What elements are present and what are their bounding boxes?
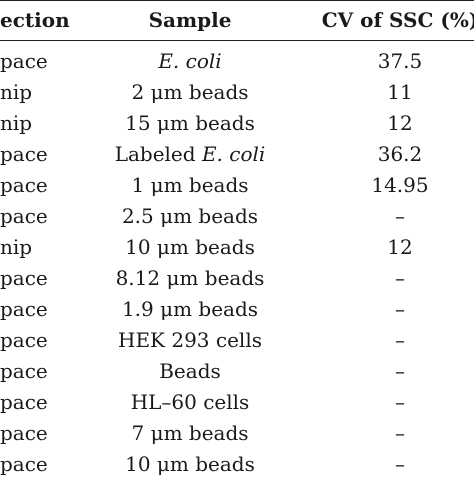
table-row: pace Beads – [0,356,474,387]
cell-detection: pace [0,142,48,166]
sample-text: 2.5 μm beads [121,204,259,228]
table-row: pace 10 μm beads – [0,449,474,480]
header-rule [0,40,474,41]
cell-cv-of-ssc: – [395,452,405,476]
cell-cv-of-ssc: – [395,359,405,383]
cell-sample: E. coli [95,46,285,77]
table-row: pace 1 μm beads 14.95 [0,170,474,201]
sample-text: 1.9 μm beads [121,297,259,321]
cell-cv-of-ssc: – [395,204,405,228]
table-row: nip 2 μm beads 11 [0,77,474,108]
cell-cv-of-ssc: – [395,390,405,414]
sample-species-italic: E. coli [158,49,222,73]
cell-detection: pace [0,452,48,476]
cell-sample: 15 μm beads [95,108,285,139]
cell-cv-of-ssc: 37.5 [377,49,423,73]
cell-sample: 10 μm beads [95,232,285,263]
cell-cv-of-ssc: 12 [387,111,413,135]
cell-sample: 10 μm beads [95,449,285,480]
cell-cv-of-ssc: 14.95 [371,173,429,197]
table-top-rule [0,0,474,1]
table-row: nip 10 μm beads 12 [0,232,474,263]
cell-detection: pace [0,390,48,414]
sample-text: 2 μm beads [131,80,249,104]
table-row: pace Labeled E. coli 36.2 [0,139,474,170]
cell-detection: pace [0,421,48,445]
cell-detection: nip [0,235,33,259]
cell-sample: HEK 293 cells [95,325,285,356]
cell-sample: 2.5 μm beads [95,201,285,232]
cell-detection: pace [0,266,48,290]
sample-text: HL–60 cells [130,390,250,414]
sample-text: 7 μm beads [131,421,249,445]
sample-text: 1 μm beads [131,173,249,197]
sample-text: 15 μm beads [125,111,255,135]
cell-detection: pace [0,204,48,228]
cell-sample: 1.9 μm beads [95,294,285,325]
cell-cv-of-ssc: – [395,421,405,445]
table-row: pace HL–60 cells – [0,387,474,418]
cell-detection: pace [0,173,48,197]
cell-detection: nip [0,111,33,135]
cell-cv-of-ssc: – [395,328,405,352]
cell-cv-of-ssc: 12 [387,235,413,259]
table-row: pace E. coli 37.5 [0,46,474,77]
cell-cv-of-ssc: 11 [387,80,413,104]
header-sample: Sample [148,8,232,32]
table-row: pace 1.9 μm beads – [0,294,474,325]
cell-detection: pace [0,359,48,383]
table-row: pace HEK 293 cells – [0,325,474,356]
cell-sample: 2 μm beads [95,77,285,108]
table-row: pace 2.5 μm beads – [0,201,474,232]
sample-text: HEK 293 cells [118,328,262,352]
sample-text: Labeled [114,142,202,166]
sample-text: 10 μm beads [125,235,255,259]
sample-text: 10 μm beads [125,452,255,476]
cell-sample: 7 μm beads [95,418,285,449]
sample-text: 8.12 μm beads [115,266,265,290]
cell-cv-of-ssc: – [395,266,405,290]
cell-cv-of-ssc: – [395,297,405,321]
table-row: nip 15 μm beads 12 [0,108,474,139]
sample-text: Beads [159,359,221,383]
cell-sample: Beads [95,356,285,387]
cell-detection: pace [0,328,48,352]
header-cv-of-ssc: CV of SSC (%) [321,8,474,32]
header-detection: ection [0,8,70,32]
cell-detection: pace [0,297,48,321]
cell-detection: nip [0,80,33,104]
cell-detection: pace [0,49,48,73]
table-row: pace 8.12 μm beads – [0,263,474,294]
sample-species-italic: E. coli [201,142,266,166]
cell-sample: HL–60 cells [95,387,285,418]
cell-sample: Labeled E. coli [95,139,285,170]
cell-sample: 8.12 μm beads [95,263,285,294]
table-row: pace 7 μm beads – [0,418,474,449]
cell-cv-of-ssc: 36.2 [377,142,423,166]
cell-sample: 1 μm beads [95,170,285,201]
